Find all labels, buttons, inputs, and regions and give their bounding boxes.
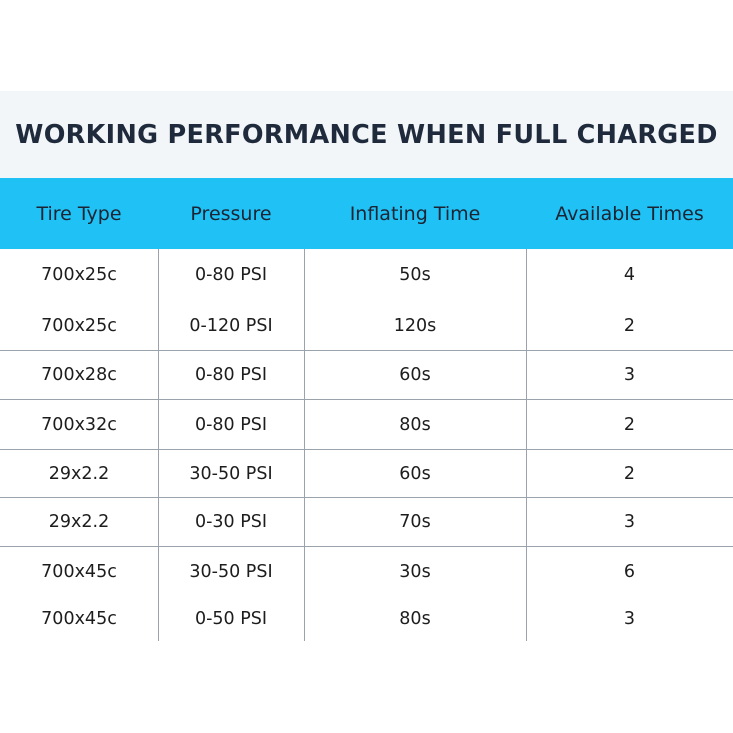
- column-divider: [304, 249, 305, 641]
- table-row: 29x2.2 30-50 PSI 60s 2: [0, 450, 733, 497]
- row-group-700x45c: 700x45c 30-50 PSI 30s 6 700x45c 0-50 PSI…: [0, 547, 733, 641]
- cell-pressure: 30-50 PSI: [189, 561, 273, 582]
- cell-tire-type: 700x32c: [41, 414, 117, 435]
- cell-pressure: 0-50 PSI: [194, 608, 268, 629]
- cell-available-times: 6: [623, 561, 636, 582]
- cell-available-times: 2: [623, 315, 636, 336]
- table-row: 700x45c 30-50 PSI 30s 6: [0, 547, 733, 596]
- cell-tire-type: 700x45c: [41, 608, 117, 629]
- cell-available-times: 2: [623, 414, 636, 435]
- cell-inflating-time: 30s: [399, 561, 431, 582]
- cell-available-times: 4: [623, 265, 636, 285]
- header-pressure: Pressure: [190, 202, 272, 225]
- page-title: WORKING PERFORMANCE WHEN FULL CHARGED: [15, 119, 718, 150]
- cell-pressure: 30-50 PSI: [189, 463, 273, 484]
- row-group-700x28c: 700x28c 0-80 PSI 60s 3: [0, 351, 733, 400]
- cell-inflating-time: 80s: [399, 414, 431, 435]
- cell-tire-type: 700x28c: [41, 365, 117, 385]
- table-row: 700x28c 0-80 PSI 60s 3: [0, 351, 733, 399]
- row-group-29x2.2-b: 29x2.2 0-30 PSI 70s 3: [0, 498, 733, 547]
- table-row: 700x32c 0-80 PSI 80s 2: [0, 400, 733, 449]
- table-header-row: Tire Type Pressure Inflating Time Availa…: [0, 178, 733, 249]
- table-row: 700x25c 0-120 PSI 120s 2: [0, 301, 733, 350]
- row-group-29x2.2-a: 29x2.2 30-50 PSI 60s 2: [0, 450, 733, 498]
- table-row: 700x25c 0-80 PSI 50s 4: [0, 249, 733, 301]
- cell-tire-type: 700x45c: [41, 561, 117, 582]
- cell-pressure: 0-80 PSI: [194, 365, 268, 385]
- table-row: 29x2.2 0-30 PSI 70s 3: [0, 498, 733, 546]
- top-whitespace: [0, 0, 733, 91]
- cell-pressure: 0-30 PSI: [194, 512, 268, 532]
- cell-available-times: 3: [623, 365, 636, 385]
- cell-pressure: 0-120 PSI: [189, 315, 273, 336]
- column-divider: [158, 249, 159, 641]
- cell-inflating-time: 70s: [399, 512, 431, 532]
- cell-tire-type: 29x2.2: [48, 512, 110, 532]
- cell-inflating-time: 120s: [393, 315, 437, 336]
- cell-inflating-time: 60s: [399, 365, 431, 385]
- column-divider: [526, 249, 527, 641]
- cell-inflating-time: 60s: [399, 463, 431, 484]
- header-available-times: Available Times: [555, 202, 704, 225]
- cell-pressure: 0-80 PSI: [194, 414, 268, 435]
- performance-table: Tire Type Pressure Inflating Time Availa…: [0, 178, 733, 641]
- row-group-700x32c: 700x32c 0-80 PSI 80s 2: [0, 400, 733, 450]
- cell-tire-type: 29x2.2: [48, 463, 110, 484]
- cell-available-times: 2: [623, 463, 636, 484]
- row-group-700x25c: 700x25c 0-80 PSI 50s 4 700x25c 0-120 PSI…: [0, 249, 733, 351]
- header-inflating-time: Inflating Time: [349, 202, 481, 225]
- table-row: 700x45c 0-50 PSI 80s 3: [0, 596, 733, 641]
- cell-available-times: 3: [623, 608, 636, 629]
- cell-tire-type: 700x25c: [41, 265, 117, 285]
- cell-inflating-time: 50s: [399, 265, 431, 285]
- cell-tire-type: 700x25c: [41, 315, 117, 336]
- table-body: 700x25c 0-80 PSI 50s 4 700x25c 0-120 PSI…: [0, 249, 733, 641]
- cell-inflating-time: 80s: [399, 608, 431, 629]
- header-tire-type: Tire Type: [36, 202, 122, 225]
- cell-pressure: 0-80 PSI: [194, 265, 268, 285]
- cell-available-times: 3: [623, 512, 636, 532]
- title-band: WORKING PERFORMANCE WHEN FULL CHARGED: [0, 91, 733, 178]
